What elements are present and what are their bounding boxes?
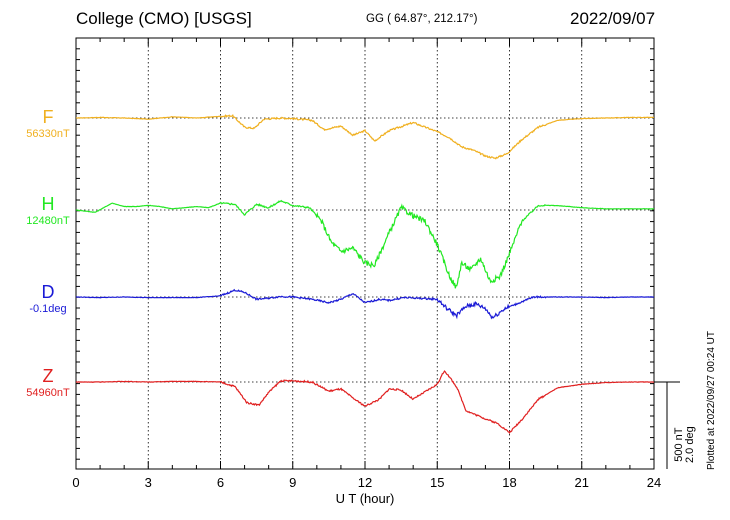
- scale-bar-label: 500 nT 2.0 deg: [673, 426, 696, 463]
- x-tick-label: 0: [72, 475, 79, 490]
- trace-H: [75, 199, 655, 289]
- x-tick-label: 15: [430, 475, 444, 490]
- trace-F: [76, 114, 654, 160]
- channel-name: D: [41, 282, 55, 302]
- channel-label-H: H 12480nT: [18, 194, 78, 228]
- x-axis-label: U T (hour): [336, 491, 395, 506]
- x-tick-label: 12: [358, 475, 372, 490]
- channel-label-D: D -0.1deg: [18, 282, 78, 316]
- x-tick-label: 9: [289, 475, 296, 490]
- channel-label-Z: Z 54960nT: [18, 366, 78, 400]
- channel-baseline: 12480nT: [26, 215, 70, 227]
- channel-baseline: 56330nT: [26, 128, 70, 140]
- channel-baseline: 54960nT: [26, 387, 70, 399]
- x-tick-label: 21: [575, 475, 589, 490]
- scale-bar-deg: 2.0 deg: [684, 426, 696, 463]
- plotted-timestamp: Plotted at 2022/09/27 00:24 UT: [706, 331, 717, 470]
- chart-date: 2022/09/07: [570, 9, 656, 28]
- channel-name: H: [41, 194, 55, 214]
- channel-label-F: F 56330nT: [18, 107, 78, 141]
- channel-name: Z: [42, 366, 54, 386]
- channel-name: F: [42, 107, 54, 127]
- x-tick-label: 24: [647, 475, 661, 490]
- x-tick-label: 18: [502, 475, 516, 490]
- station-title: College (CMO) [USGS]: [76, 9, 252, 28]
- trace-Z: [75, 370, 655, 435]
- geographic-coordinates: GG ( 64.87°, 212.17°): [366, 13, 478, 25]
- x-tick-label: 3: [145, 475, 152, 490]
- x-tick-label: 6: [217, 475, 224, 490]
- trace-D: [75, 288, 655, 320]
- channel-baseline: -0.1deg: [29, 303, 67, 315]
